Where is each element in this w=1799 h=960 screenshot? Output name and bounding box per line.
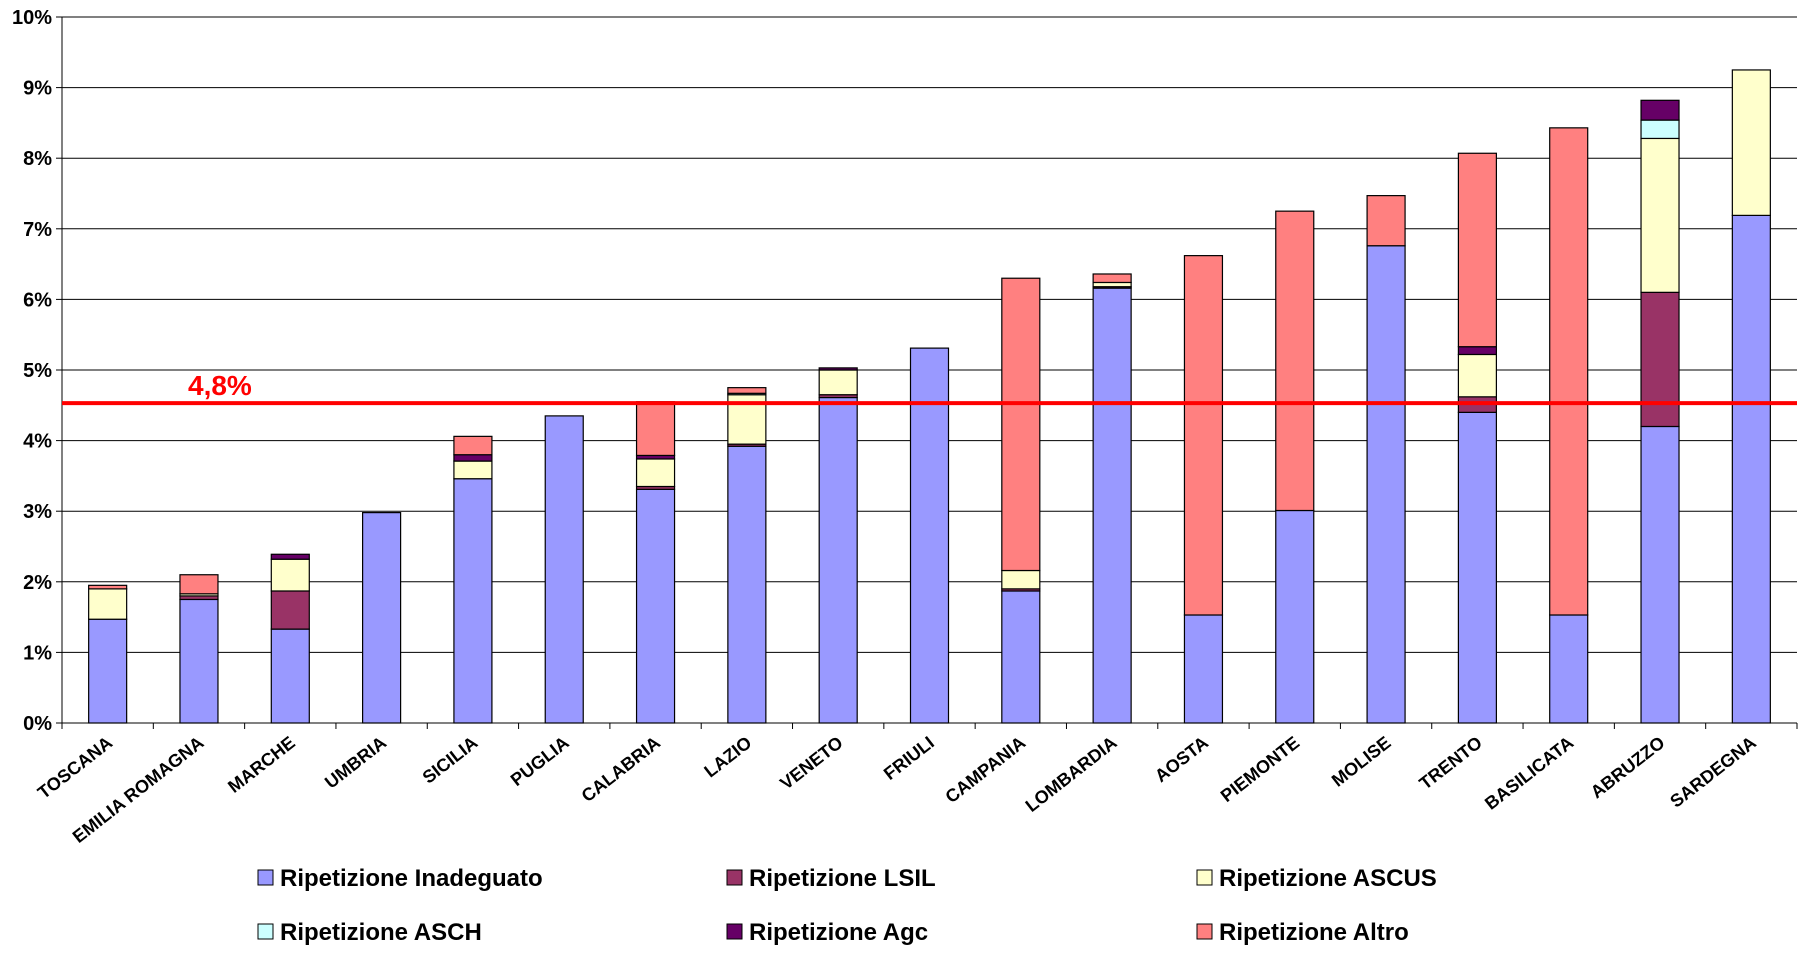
y-tick-label: 9% — [23, 78, 52, 100]
legend-label: Ripetizione Inadeguato — [280, 865, 543, 892]
bar-segment — [1731, 69, 1771, 216]
y-tick-label: 6% — [23, 289, 52, 311]
bar-segment — [544, 415, 584, 724]
bar-segment — [1640, 291, 1680, 428]
y-tick-label: 1% — [23, 642, 52, 664]
bar-segment — [453, 460, 493, 480]
x-tick-label: VENETO — [776, 732, 846, 793]
legend-label: Ripetizione ASCH — [280, 919, 482, 946]
bar-segment — [1183, 614, 1224, 724]
bar-segment — [818, 369, 858, 396]
bar-segment — [1640, 137, 1680, 293]
bar-segment — [1549, 127, 1589, 616]
bar-segment — [1366, 245, 1406, 724]
bar-segment — [1001, 569, 1041, 590]
bar-segment — [1640, 99, 1680, 121]
legend-label: Ripetizione Agc — [749, 919, 928, 946]
bar-segment — [1275, 210, 1315, 512]
y-tick-label: 4% — [23, 431, 52, 453]
legend-label: Ripetizione ASCUS — [1219, 865, 1437, 892]
bar-segment — [909, 347, 950, 724]
bar-segment — [179, 598, 219, 724]
x-tick-label: PIEMONTE — [1217, 732, 1303, 806]
bar-segment — [1457, 353, 1497, 398]
bar-segment — [270, 553, 310, 560]
x-tick-label: SARDEGNA — [1666, 732, 1759, 811]
x-tick-label: MOLISE — [1328, 732, 1395, 790]
bar-segment — [179, 574, 219, 595]
x-tick-label: CALABRIA — [578, 732, 664, 806]
bar-segment — [727, 387, 767, 394]
bar-segment — [635, 401, 676, 457]
bar-segment — [1275, 509, 1315, 724]
x-tick-label: BASILICATA — [1481, 732, 1577, 813]
bar-segment — [1001, 277, 1041, 572]
legend-swatch — [1196, 923, 1213, 940]
bar-segment — [362, 512, 402, 724]
bar-segment — [1001, 590, 1041, 724]
legend-swatch — [257, 869, 274, 886]
bar-segment — [453, 454, 493, 462]
y-tick-label: 8% — [23, 148, 52, 170]
bar-segment — [270, 628, 310, 724]
bar-segment — [818, 396, 858, 724]
legend-swatch — [726, 869, 743, 886]
y-tick-label: 5% — [23, 360, 52, 382]
x-tick-label: ABRUZZO — [1587, 732, 1669, 802]
bar-segment — [270, 590, 310, 630]
x-tick-label: AOSTA — [1151, 732, 1212, 786]
x-tick-label: MARCHE — [224, 732, 299, 796]
bar-segment — [1092, 287, 1132, 724]
bar-segment — [1092, 273, 1132, 284]
legend-label: Ripetizione LSIL — [749, 865, 936, 892]
x-tick-label: LOMBARDIA — [1022, 732, 1121, 815]
bar-segment — [1183, 255, 1224, 616]
y-tick-label: 0% — [23, 713, 52, 735]
y-tick-label: 10% — [12, 7, 52, 29]
x-tick-label: PUGLIA — [507, 732, 573, 790]
y-tick-label: 7% — [23, 219, 52, 241]
x-tick-label: FRIULI — [880, 732, 938, 783]
bar-segment — [88, 584, 128, 590]
x-tick-label: CAMPANIA — [942, 732, 1030, 807]
legend-swatch — [726, 923, 743, 940]
y-tick-label: 2% — [23, 572, 52, 594]
bar-segment — [635, 458, 676, 488]
reference-line-label: 4,8% — [188, 370, 252, 401]
bar-segment — [453, 478, 493, 724]
bar-segment — [1549, 614, 1589, 724]
bar-segment — [1731, 214, 1771, 724]
bar-segment — [1640, 425, 1680, 724]
bar-segment — [1092, 281, 1132, 288]
bar-segment — [1640, 119, 1680, 140]
bar-segment — [1457, 152, 1497, 348]
bar-segment — [635, 488, 676, 724]
x-tick-label: LAZIO — [700, 732, 755, 781]
bar-segment — [453, 435, 493, 456]
bar-segment — [1457, 346, 1497, 356]
legend-swatch — [257, 923, 274, 940]
bar-segment — [1366, 195, 1406, 247]
x-tick-label: TOSCANA — [34, 732, 116, 802]
x-tick-label: UMBRIA — [321, 732, 390, 792]
bar-segment — [88, 618, 128, 724]
bar-segment — [270, 558, 310, 592]
x-tick-label: SICILIA — [419, 732, 482, 787]
bar-segment — [818, 367, 858, 371]
y-tick-label: 3% — [23, 501, 52, 523]
legend-swatch — [1196, 869, 1213, 886]
x-tick-label: TRENTO — [1415, 732, 1485, 793]
bar-segment — [1457, 411, 1497, 724]
bar-segment — [88, 588, 128, 620]
bar-segment — [727, 445, 767, 724]
legend-label: Ripetizione Altro — [1219, 919, 1409, 946]
